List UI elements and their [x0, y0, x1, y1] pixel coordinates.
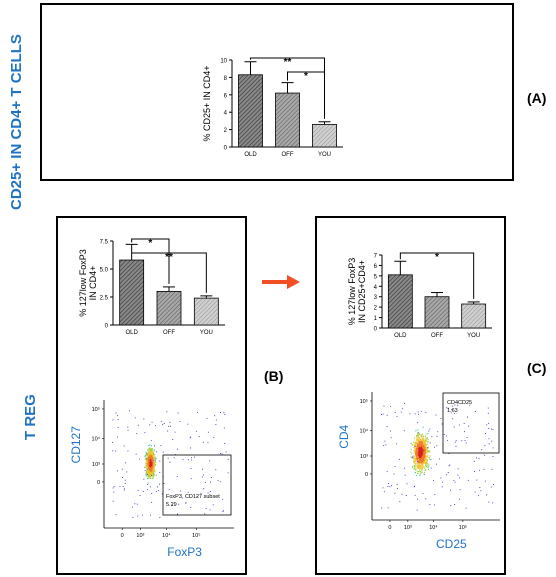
y-tick-label: 8: [224, 76, 228, 82]
significance-marker: **: [284, 57, 292, 68]
flow-y-axis-title: CD127: [69, 426, 83, 464]
flow-plot-c: 0 10³ 10⁴ 10⁵ 0 10³ 10⁴ 10⁵ CD4CD25 1.63 CD25 CD4: [337, 392, 500, 551]
flow-y-tick-label: 10⁵: [360, 398, 368, 405]
bar-you: [461, 303, 487, 329]
significance-marker: *: [435, 252, 439, 263]
bar-off: [424, 296, 450, 329]
flow-y-tick-label: 10⁴: [360, 427, 369, 434]
flow-events: [381, 402, 494, 511]
flow-x-tick-label: 10⁴: [162, 532, 171, 539]
flow-x-tick-label: 10³: [136, 533, 144, 539]
flow-x-axis-title: CD25: [436, 537, 467, 551]
flow-x-tick-label: 10³: [404, 525, 412, 531]
y-tick-label: 1: [374, 316, 378, 322]
y-tick-label: 0: [374, 327, 378, 333]
panel-a-frame: [40, 3, 514, 181]
x-tick-label: OFF: [282, 152, 294, 158]
flow-gate-label: CD4CD25: [447, 400, 472, 406]
significance-bracket: [131, 238, 170, 284]
significance-marker: *: [148, 238, 152, 249]
panel-letter-a: (A): [527, 90, 547, 106]
x-tick-label: YOU: [200, 330, 213, 336]
flow-gate-label: FoxP3, CD127 subset: [166, 494, 220, 500]
x-tick-label: YOU: [467, 333, 480, 339]
bar-you: [193, 297, 219, 326]
flow-plot-b: 0 10³ 10⁴ 10⁵ 0 10³ 10⁴ 10⁵ FoxP3, CD127 subset 5…: [69, 400, 234, 559]
x-tick-label: OFF: [163, 330, 175, 336]
significance-bracket: [131, 252, 207, 293]
bar-old: [238, 74, 263, 148]
y-tick-label: 7.5: [100, 240, 109, 246]
flow-x-tick-label: 0: [121, 533, 124, 539]
bar-old: [119, 259, 145, 326]
significance-marker: *: [304, 71, 308, 82]
bar-off: [156, 290, 182, 326]
flow-x-axis-title: FoxP3: [167, 545, 202, 559]
x-tick-label: OLD: [244, 152, 257, 158]
x-tick-label: OLD: [394, 333, 407, 339]
flow-x-tick-label: 10⁵: [192, 532, 200, 539]
y-tick-label: 6: [224, 93, 228, 99]
y-tick-label: 6: [374, 264, 378, 270]
y-axis-label: % 127low FoxP3IN CD25+CD4+: [347, 258, 367, 326]
y-tick-label: 5: [374, 274, 378, 280]
flow-x-tick-label: 10⁵: [459, 524, 467, 531]
significance-bracket: [399, 252, 475, 299]
y-tick-label: 0: [105, 324, 109, 330]
y-tick-label: 2: [224, 128, 228, 134]
flow-y-tick-label: 0: [97, 480, 100, 486]
y-tick-label: 0: [224, 146, 228, 152]
flow-y-axis-title: CD4: [337, 424, 351, 448]
x-tick-label: OFF: [431, 333, 443, 339]
y-axis-label: % 127low FoxP3IN CD4+: [78, 249, 98, 317]
y-tick-label: 5.0: [100, 268, 109, 274]
significance-marker: **: [165, 252, 173, 263]
y-tick-label: 3: [374, 295, 378, 301]
right-arrow-icon: [262, 275, 300, 289]
y-tick-label: 4: [374, 285, 378, 291]
flow-y-tick-label: 10³: [360, 454, 368, 460]
y-tick-label: 2.5: [100, 296, 109, 302]
flow-gate: [162, 454, 232, 516]
flow-gate-value: 1.63: [447, 408, 458, 414]
x-tick-label: YOU: [318, 152, 331, 158]
significance-bracket: [287, 71, 325, 119]
bar-off: [275, 92, 300, 148]
flow-y-tick-label: 10³: [92, 462, 100, 468]
flow-x-tick-label: 10⁴: [429, 524, 438, 531]
flow-y-tick-label: 10⁴: [92, 435, 101, 442]
y-axis-label: % CD25+ IN CD4+: [202, 65, 212, 141]
bar-you: [312, 123, 337, 148]
bar-chart-c: 0 1 2 3 4 5 6 7 % 127low FoxP3IN CD25+CD4+ OLD OFF…: [347, 252, 492, 339]
x-tick-label: OLD: [125, 330, 138, 336]
flow-y-tick-label: 10⁵: [92, 406, 100, 413]
y-tick-label: 10: [220, 59, 227, 65]
y-tick-label: 7: [374, 254, 378, 260]
flow-gate-value: 5.29: [166, 502, 177, 508]
flow-gate: [442, 392, 500, 454]
bar-old: [387, 274, 413, 329]
y-tick-label: 2: [374, 306, 378, 312]
y-tick-label: 4: [224, 111, 228, 117]
panel-letter-b: (B): [264, 368, 284, 384]
flow-x-tick-label: 0: [388, 525, 391, 531]
bar-chart-b: 0 2.5 5.0 7.5% 127low FoxP3IN CD4+ OLD OFF YOU…: [78, 238, 225, 336]
panel-letter-c: (C): [527, 360, 547, 376]
flow-events: [112, 410, 229, 518]
flow-y-tick-label: 0: [365, 472, 368, 478]
